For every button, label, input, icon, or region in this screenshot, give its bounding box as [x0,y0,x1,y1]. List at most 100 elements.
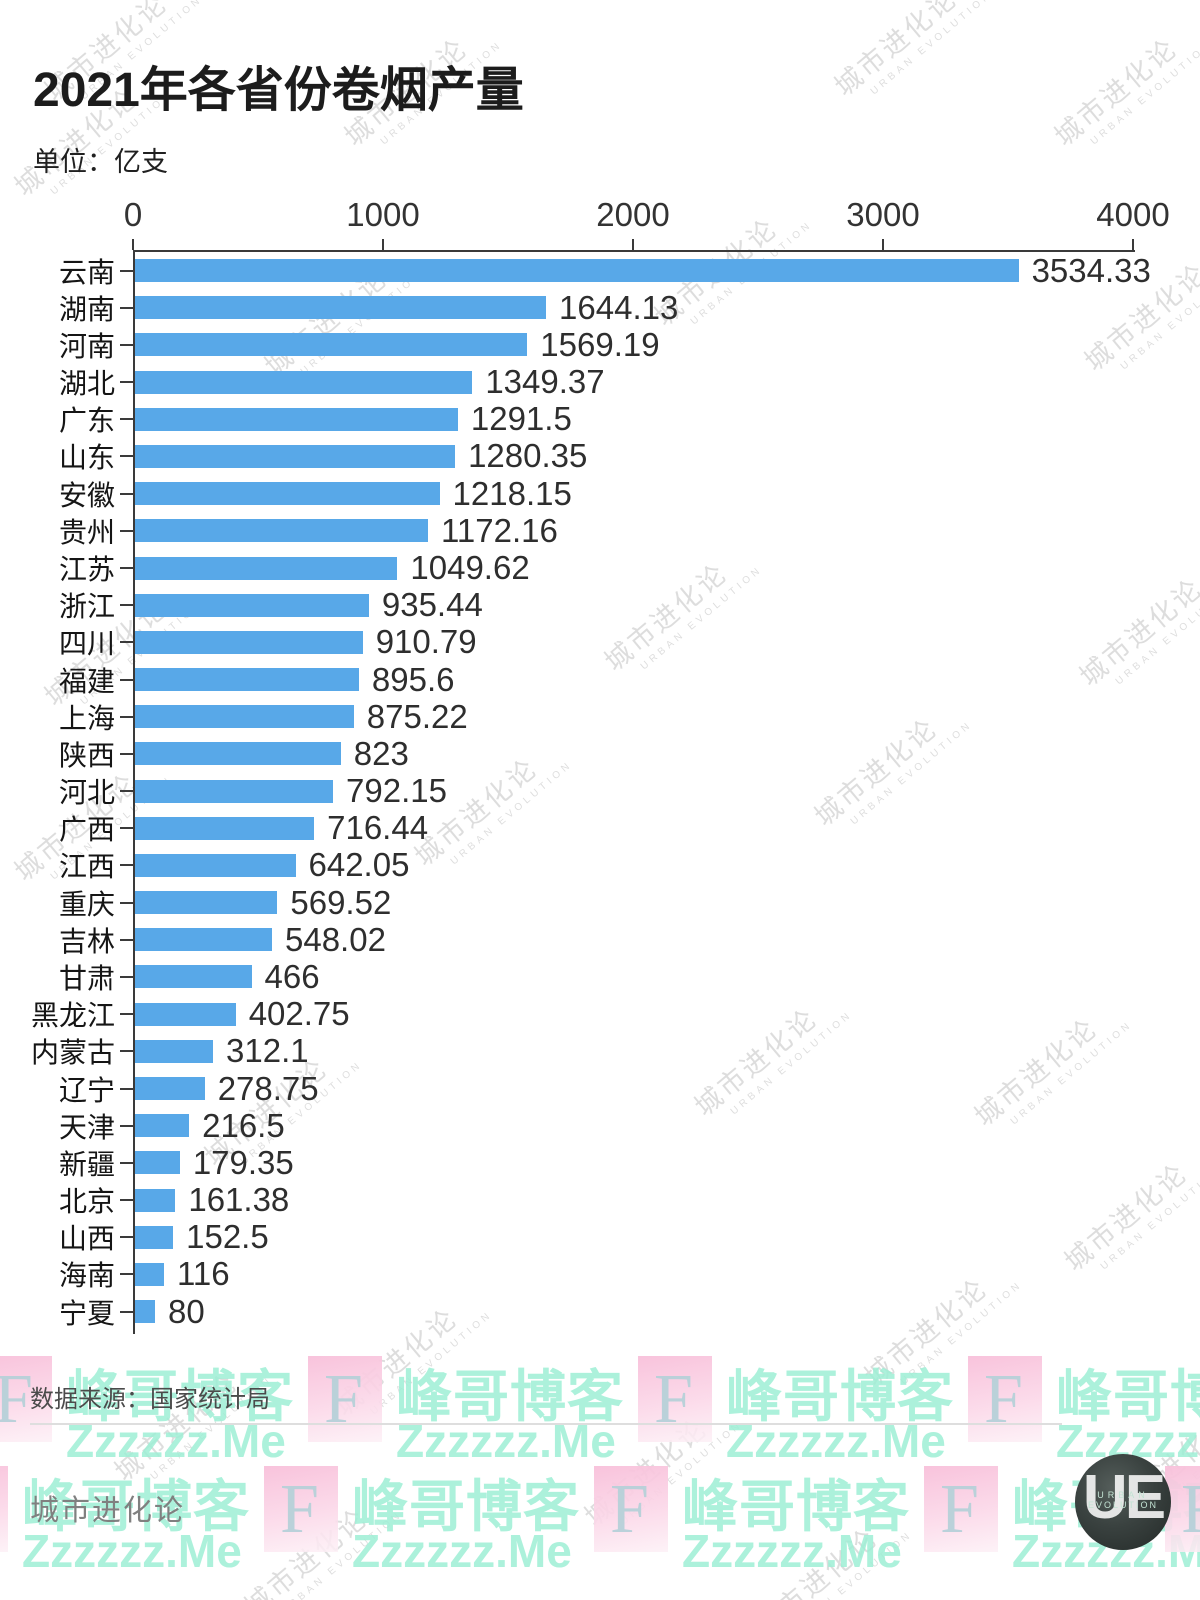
watermark-letter-f: F [984,1361,1023,1438]
watermark-blog-name: 峰哥博客 [1056,1365,1200,1428]
bar [135,1188,176,1212]
y-axis-tick [120,455,134,458]
y-axis-tick [120,1310,134,1313]
bar [135,593,369,617]
province-label: 浙江 [58,591,115,623]
value-label: 642.05 [308,846,410,884]
watermark-pink-square [0,1356,52,1442]
value-label: 116 [177,1255,230,1293]
value-label: 179.35 [192,1143,294,1181]
x-axis-tick-label: 4000 [1096,196,1170,233]
bar [135,1262,164,1286]
bar-row: 宁夏 80 [0,1293,1200,1330]
bar [135,928,272,952]
value-label: 80 [168,1292,205,1330]
province-label: 海南 [58,1260,115,1292]
value-label: 548.02 [285,920,386,958]
watermark-letter-f: F [280,1471,319,1548]
watermark-letter-f: F [940,1471,979,1548]
x-axis-tick-label: 0 [123,196,143,233]
bar [135,482,440,506]
y-axis-tick [120,715,134,718]
value-label: 895.6 [371,660,455,698]
value-label: 278.75 [217,1069,319,1107]
value-label: 3534.33 [1031,251,1151,289]
value-label: 161.38 [188,1181,290,1219]
value-label: 466 [264,958,320,995]
province-label: 北京 [58,1186,115,1218]
watermark-pink-square [1165,1466,1200,1552]
bar [135,407,458,431]
y-axis-tick [120,678,134,681]
watermark-blog-name: 峰哥博客 [352,1475,580,1538]
x-axis-tick [382,239,384,250]
urban-evolution-logo: UE URBAN EVOLUTION [1075,1454,1171,1550]
value-label: 569.52 [290,883,392,921]
y-axis-tick [120,752,134,755]
province-label: 辽宁 [58,1074,115,1106]
bar-row: 湖北 1349.37 [0,363,1200,401]
watermark-pink-square [968,1356,1042,1442]
value-label: 1280.35 [468,437,588,475]
value-label: 312.1 [226,1032,309,1070]
bar-row: 甘肃 466 [0,958,1200,995]
bar-row: 贵州 1172.16 [0,512,1200,549]
bar [135,779,334,803]
watermark-pink-square [924,1466,998,1552]
province-label: 重庆 [58,888,115,920]
bar-row: 辽宁 278.75 [0,1070,1200,1107]
watermark-pink-square [308,1356,382,1442]
y-axis-tick [120,938,134,941]
bar-row: 江西 642.05 [0,846,1200,884]
x-axis-tick-label: 3000 [846,196,920,233]
bar [135,668,359,692]
y-axis-tick [120,529,134,532]
value-label: 152.5 [186,1218,269,1256]
province-label: 内蒙古 [30,1037,115,1069]
bar [135,1300,155,1324]
province-label: 安徽 [58,479,115,511]
y-axis-tick [120,343,134,346]
bar-row: 浙江 935.44 [0,586,1200,624]
page-title: 2021年各省份卷烟产量 [33,64,524,117]
province-label: 黑龙江 [30,1000,115,1032]
bar-row: 天津 216.5 [0,1107,1200,1144]
province-label: 新疆 [58,1148,115,1180]
province-label: 江西 [58,851,115,883]
watermark-letter-f: F [324,1361,363,1438]
y-axis-tick [120,1124,134,1127]
bar-row: 福建 895.6 [0,661,1200,698]
logo-word-evolution: EVOLUTION [1087,1500,1158,1510]
x-axis-tick [882,239,884,250]
y-axis-tick [120,381,134,384]
bar-row: 河北 792.15 [0,772,1200,810]
bar [135,630,363,654]
x-axis-tick-label: 1000 [346,196,420,233]
province-label: 宁夏 [58,1297,115,1329]
bar [135,1039,214,1063]
bar [135,296,547,320]
x-axis-tick [632,239,634,250]
bar-row: 山东 1280.35 [0,437,1200,475]
bar-row: 河南 1569.19 [0,326,1200,363]
data-source-label: 数据来源：国家统计局 [30,1386,270,1413]
watermark-pink-square [0,1466,8,1552]
value-label: 1218.15 [452,474,572,512]
value-label: 823 [353,734,409,772]
y-axis-tick [120,492,134,495]
watermark-site-url: Zzzzzz.Me [22,1525,242,1577]
unit-label: 单位：亿支 [33,147,168,177]
province-label: 甘肃 [58,963,115,994]
bar [135,1151,180,1175]
bar-row: 内蒙古 312.1 [0,1032,1200,1070]
bar-row: 山西 152.5 [0,1218,1200,1256]
footer-divider [30,1423,1062,1425]
province-label: 河北 [58,777,115,809]
bar [135,556,398,580]
bar [135,965,252,989]
